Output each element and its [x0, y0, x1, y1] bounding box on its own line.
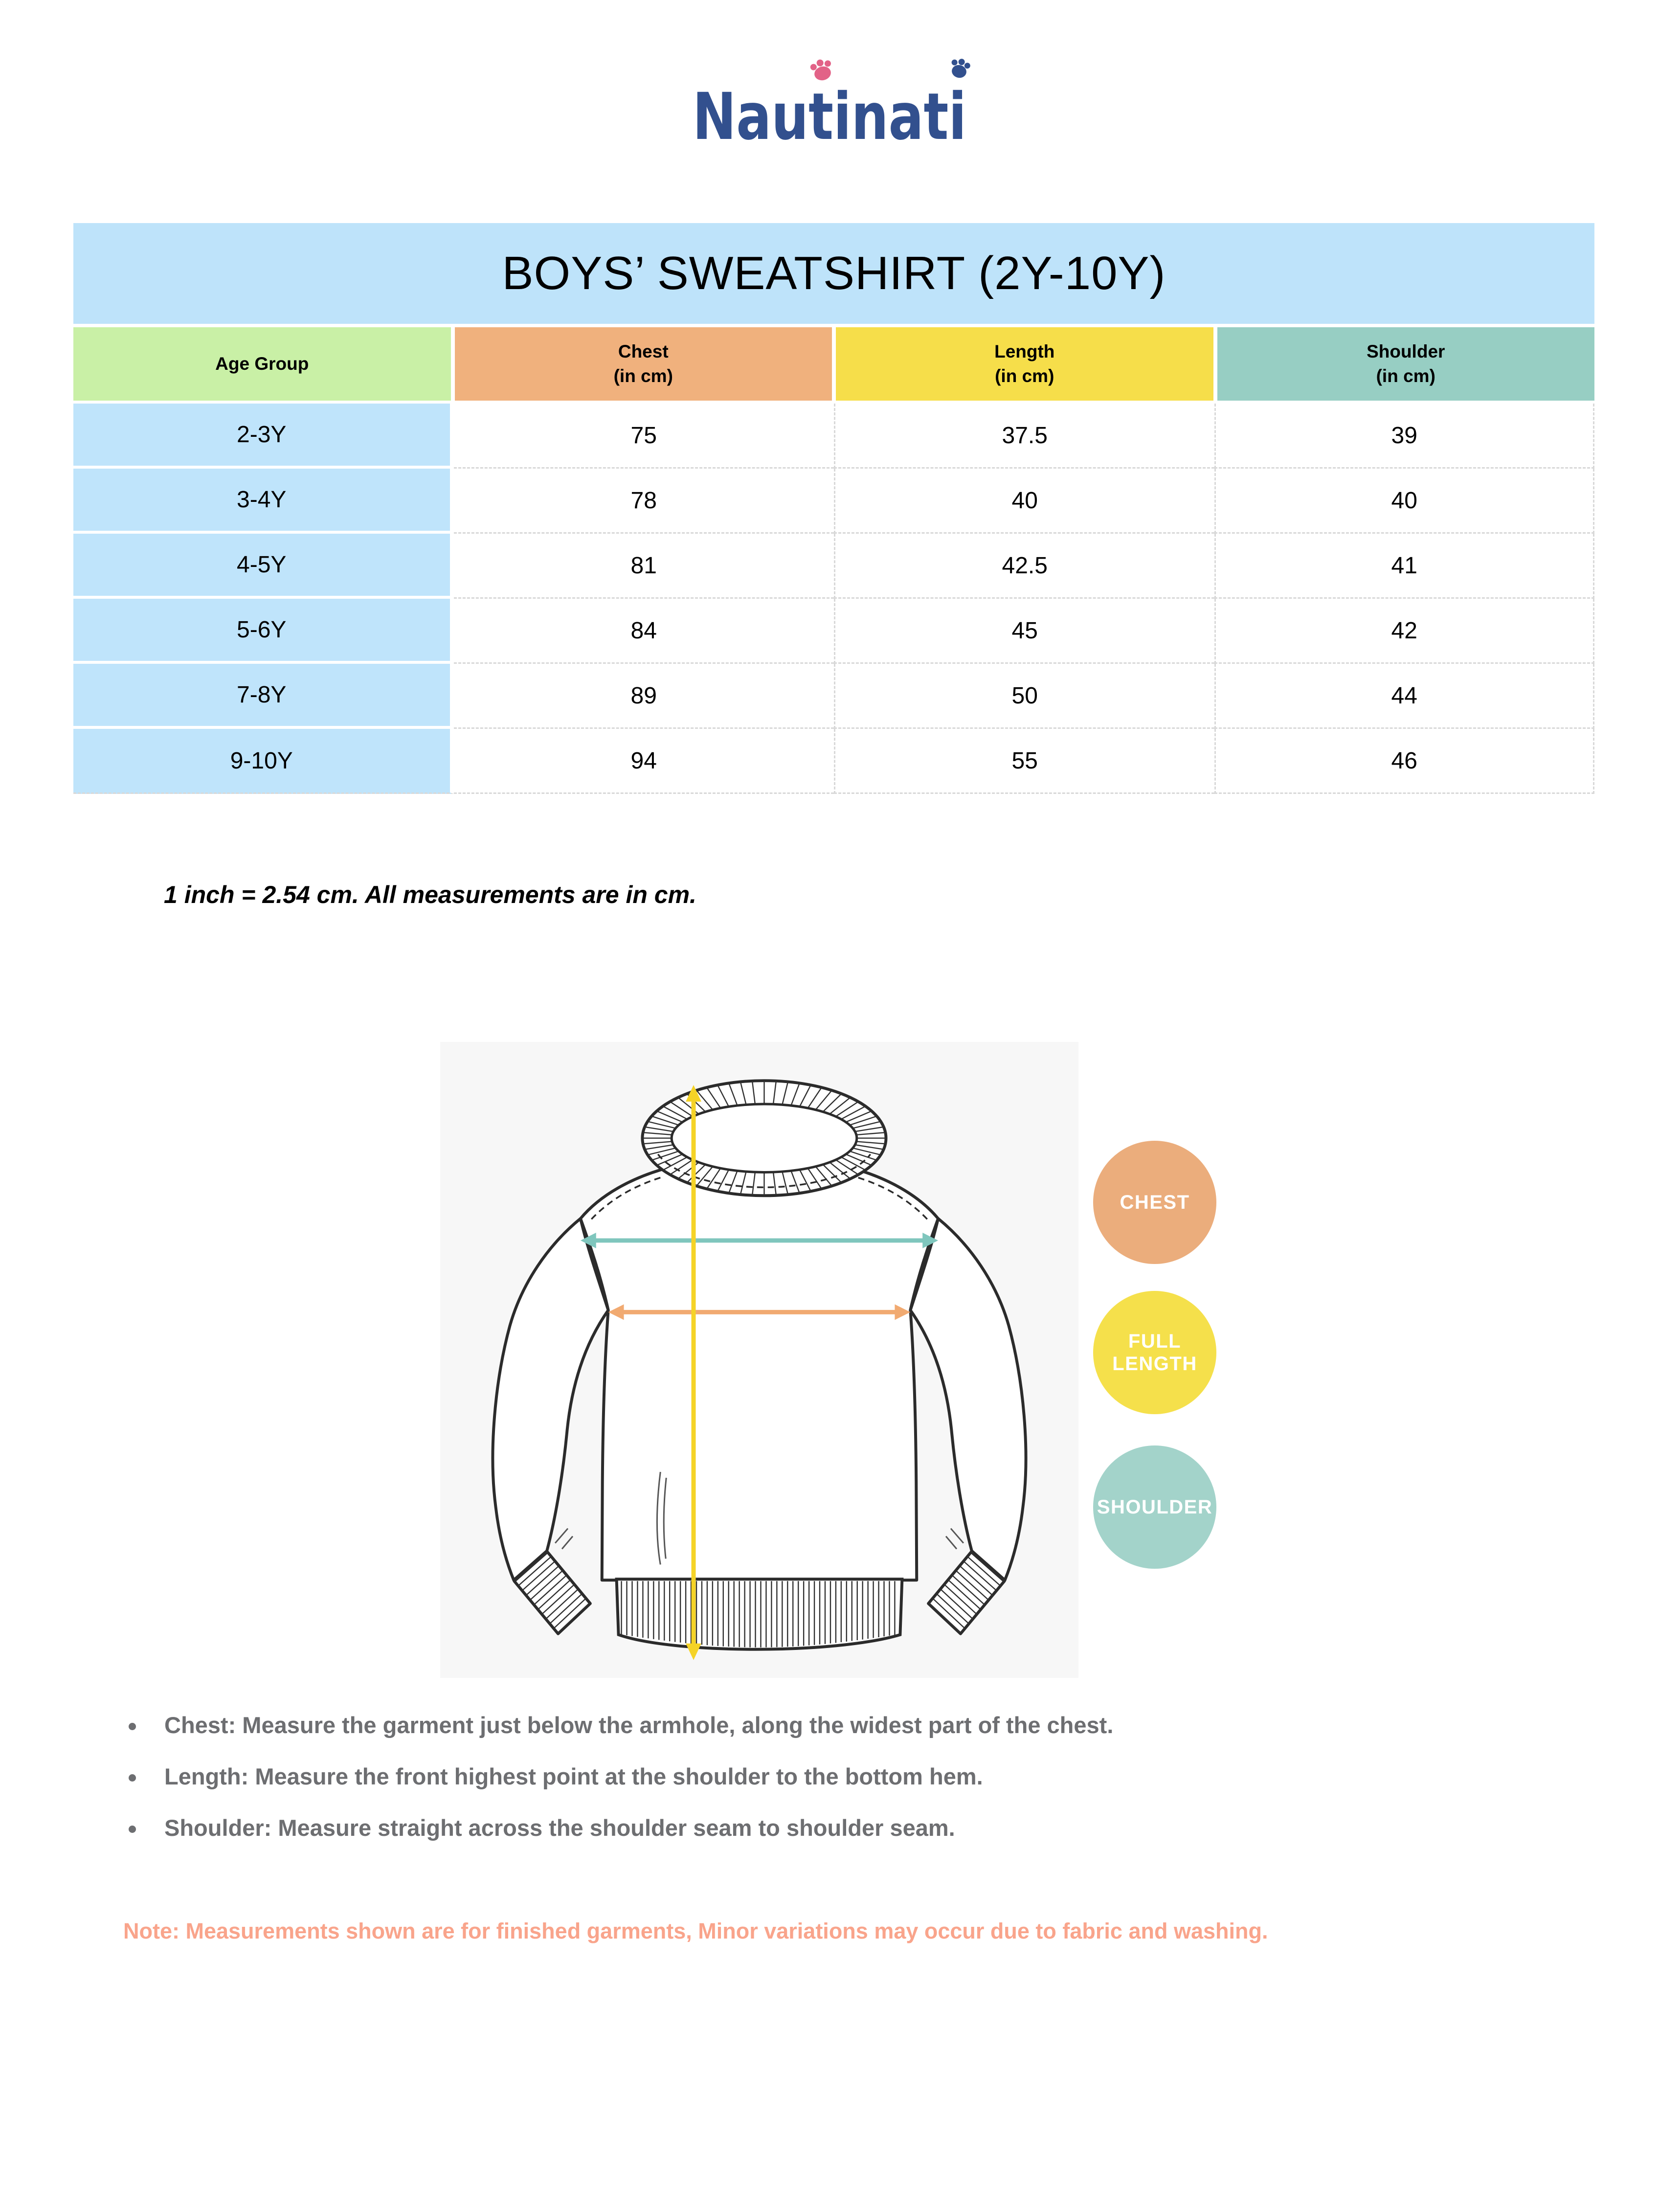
- column-header-length: Length (in cm): [836, 327, 1213, 401]
- chart-title-text: BOYS’ SWEATSHIRT (2Y-10Y): [502, 247, 1166, 299]
- chest-cell: 78: [453, 469, 834, 534]
- chest-cell: 89: [453, 664, 834, 729]
- cuff-gather: [950, 1528, 964, 1544]
- shoulder-cell: 39: [1214, 404, 1594, 469]
- chest-arrow: [608, 1304, 911, 1320]
- length-cell: 45: [834, 599, 1214, 664]
- chest-cell: 75: [453, 404, 834, 469]
- bullet-icon: [129, 1774, 136, 1782]
- length-cell: 42.5: [834, 534, 1214, 599]
- age-cell: 3-4Y: [73, 469, 454, 534]
- shoulder-cell: 44: [1214, 664, 1594, 729]
- length-cell: 37.5: [834, 404, 1214, 469]
- shoulder-cell: 46: [1214, 729, 1594, 794]
- conversion-note: 1 inch = 2.54 cm. All measurements are i…: [164, 881, 696, 908]
- column-header-chest: Chest (in cm): [454, 327, 832, 401]
- shoulder-cell: 40: [1214, 469, 1594, 534]
- note-text: Note: Measurements shown are for finishe…: [123, 1919, 1268, 1943]
- right-sleeve: [909, 1217, 1028, 1582]
- right-cuff-ribbing: [928, 1551, 1005, 1634]
- collar-inner: [670, 1103, 858, 1174]
- sweatshirt-diagram: [440, 1042, 1078, 1678]
- cuff-gather: [554, 1528, 569, 1544]
- table-body: 2-3Y 75 37.5 39 3-4Y 78 40 40 4-5Y 81 42…: [73, 404, 1594, 794]
- cuff-gather: [561, 1535, 574, 1550]
- right-armhole-seam: [909, 1218, 939, 1310]
- age-cell: 2-3Y: [73, 404, 454, 469]
- size-chart-table: BOYS’ SWEATSHIRT (2Y-10Y) Age Group Ches…: [73, 223, 1594, 794]
- length-cell: 55: [834, 729, 1214, 794]
- brand-logo-text: Nautinati: [693, 79, 966, 155]
- paw-print-icon-pink: [810, 59, 831, 81]
- body-panel: [579, 1166, 940, 1582]
- brand-logo: Nautinati: [0, 43, 1659, 165]
- instruction-item: Chest: Measure the garment just below th…: [125, 1711, 1568, 1740]
- shoulder-cell: 41: [1214, 534, 1594, 599]
- paw-print-icon-blue: [951, 59, 970, 78]
- chest-cell: 94: [453, 729, 834, 794]
- bullet-icon: [129, 1723, 136, 1730]
- body-wrinkle: [663, 1477, 667, 1559]
- left-armhole-seam: [580, 1218, 609, 1310]
- left-sleeve: [491, 1217, 610, 1582]
- table-header-row: Age Group Chest (in cm) Length (in cm) S…: [73, 327, 1594, 401]
- badge-chest: CHEST: [1093, 1141, 1216, 1264]
- age-cell: 4-5Y: [73, 534, 454, 599]
- bullet-icon: [129, 1825, 136, 1833]
- length-cell: 50: [834, 664, 1214, 729]
- instruction-item: Shoulder: Measure straight across the sh…: [125, 1814, 1568, 1843]
- left-cuff-ribbing: [514, 1551, 590, 1634]
- body-wrinkle: [656, 1471, 661, 1565]
- age-cell: 9-10Y: [73, 729, 454, 794]
- cuff-gather: [945, 1535, 958, 1550]
- badge-shoulder: SHOULDER: [1093, 1445, 1216, 1569]
- column-header-age: Age Group: [73, 327, 451, 401]
- age-cell: 7-8Y: [73, 664, 454, 729]
- hem-ribbing: [621, 1581, 896, 1648]
- badge-full-length: FULL LENGTH: [1093, 1291, 1216, 1414]
- collar-seam: [657, 1153, 872, 1188]
- chest-cell: 81: [453, 534, 834, 599]
- shoulder-arrow: [580, 1232, 939, 1248]
- shoulder-cell: 42: [1214, 599, 1594, 664]
- length-cell: 40: [834, 469, 1214, 534]
- chart-title: BOYS’ SWEATSHIRT (2Y-10Y): [73, 223, 1594, 324]
- length-arrow: [686, 1085, 701, 1660]
- measurement-instructions: Chest: Measure the garment just below th…: [125, 1711, 1568, 1865]
- age-cell: 5-6Y: [73, 599, 454, 664]
- column-header-shoulder: Shoulder (in cm): [1217, 327, 1594, 401]
- instruction-item: Length: Measure the front highest point …: [125, 1762, 1568, 1791]
- chest-cell: 84: [453, 599, 834, 664]
